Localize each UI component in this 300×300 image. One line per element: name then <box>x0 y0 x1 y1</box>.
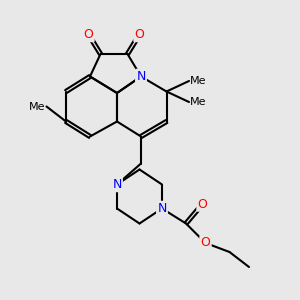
Text: Me: Me <box>190 97 206 107</box>
Text: O: O <box>201 236 210 250</box>
Text: N: N <box>136 70 146 83</box>
Text: Me: Me <box>29 101 46 112</box>
Text: O: O <box>198 197 207 211</box>
Text: N: N <box>157 202 167 215</box>
Text: O: O <box>84 28 93 41</box>
Text: Me: Me <box>190 76 206 86</box>
Text: N: N <box>112 178 122 191</box>
Text: O: O <box>135 28 144 41</box>
